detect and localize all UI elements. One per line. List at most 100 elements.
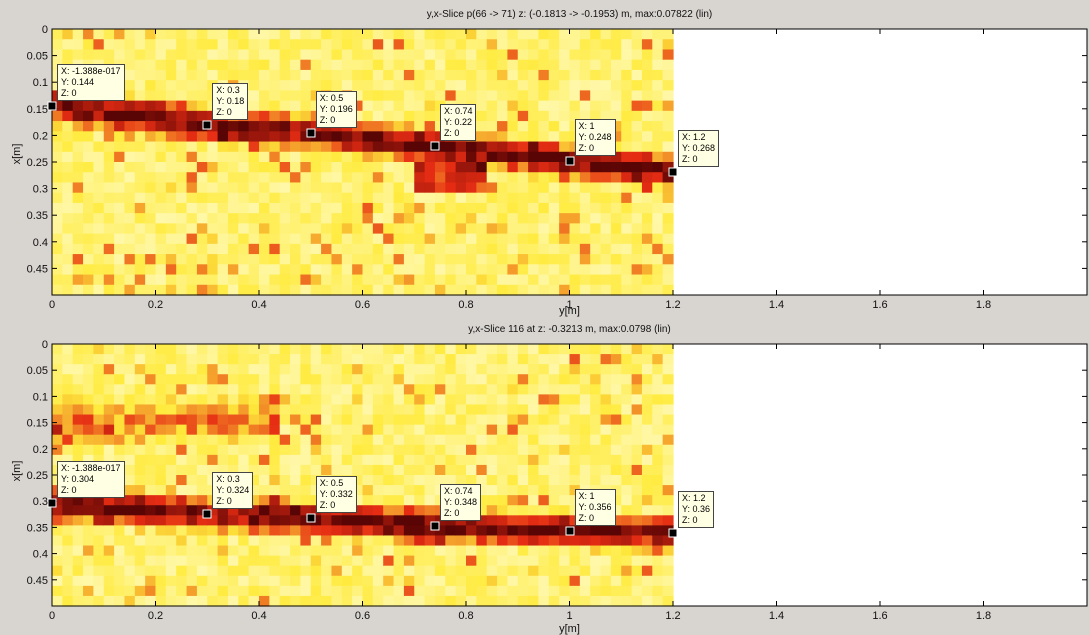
datatip-marker[interactable]	[202, 120, 212, 130]
heatmap-cell	[134, 344, 146, 355]
datatip-box[interactable]: X: 0.74 Y: 0.22 Z: 0	[439, 104, 477, 142]
heatmap-cell	[652, 182, 664, 194]
heatmap-cell	[165, 444, 177, 456]
heatmap-cell	[610, 364, 622, 375]
heatmap-cell	[610, 475, 622, 486]
heatmap-cell	[103, 575, 115, 587]
heatmap-cell	[352, 485, 364, 496]
y-tick-label: 0.3	[33, 496, 48, 508]
heatmap-cell	[259, 151, 270, 163]
heatmap-cell	[559, 162, 571, 173]
datatip-marker[interactable]	[306, 128, 316, 138]
heatmap-cell	[528, 595, 540, 607]
heatmap-cell	[310, 192, 322, 204]
heatmap-cell	[352, 121, 364, 132]
heatmap-cell	[331, 141, 343, 153]
heatmap-cell	[124, 424, 136, 436]
datatip-marker[interactable]	[668, 528, 678, 538]
heatmap-cell	[134, 284, 146, 296]
heatmap-cell	[310, 182, 322, 194]
heatmap-cell	[631, 121, 643, 132]
heatmap-cell	[341, 374, 353, 385]
heatmap-cell	[466, 39, 477, 51]
heatmap-cell	[517, 29, 529, 40]
datatip-box[interactable]: X: 0.5 Y: 0.196 Z: 0	[315, 91, 357, 129]
x-tick-label: 1.8	[976, 610, 991, 622]
datatip-box[interactable]: X: 1 Y: 0.248 Z: 0	[574, 118, 616, 156]
heatmap-cell	[517, 444, 529, 456]
heatmap-cell	[134, 555, 146, 567]
heatmap-cell	[321, 354, 333, 365]
heatmap-cell	[103, 254, 115, 265]
datatip-box[interactable]: X: 0.74 Y: 0.348 Z: 0	[439, 484, 481, 522]
heatmap-cell	[165, 384, 177, 395]
heatmap-cell	[393, 264, 405, 276]
heatmap-cell	[124, 364, 136, 375]
heatmap-cell	[176, 110, 188, 122]
datatip-box[interactable]: X: -1.388e-017 Y: 0.144 Z: 0	[57, 63, 125, 101]
datatip-box[interactable]: X: 1.2 Y: 0.36 Z: 0	[678, 490, 715, 528]
datatip-marker[interactable]	[47, 101, 57, 111]
datatip-box[interactable]: X: 1.2 Y: 0.268 Z: 0	[678, 129, 720, 167]
heatmap-cell	[528, 59, 540, 71]
heatmap-cell	[248, 464, 260, 476]
heatmap-cell	[403, 364, 415, 375]
heatmap-cell	[217, 274, 229, 286]
heatmap-cell	[352, 213, 364, 224]
heatmap-cell	[434, 374, 446, 385]
datatip-box[interactable]: X: 0.3 Y: 0.18 Z: 0	[212, 82, 249, 120]
heatmap-cell	[476, 131, 488, 143]
datatip-box[interactable]: X: 1 Y: 0.356 Z: 0	[574, 488, 616, 526]
datatip-marker[interactable]	[306, 513, 316, 523]
datatip-marker[interactable]	[565, 526, 574, 536]
datatip-marker[interactable]	[565, 156, 574, 166]
heatmap-cell	[310, 545, 322, 557]
datatip-marker[interactable]	[202, 509, 212, 519]
datatip-box[interactable]: X: 0.3 Y: 0.324 Z: 0	[212, 471, 254, 509]
heatmap-cell	[52, 110, 63, 122]
heatmap-cell	[600, 110, 612, 122]
datatip-marker[interactable]	[668, 167, 678, 177]
heatmap-cell	[414, 223, 426, 235]
heatmap-cell	[300, 233, 312, 245]
heatmap-cell	[300, 535, 312, 547]
heatmap-cell	[434, 69, 446, 81]
heatmap-cell	[476, 515, 488, 526]
heatmap-cell	[93, 131, 105, 143]
heatmap-cell	[548, 151, 560, 163]
heatmap-cell	[362, 110, 374, 122]
heatmap-cell	[507, 90, 519, 102]
datatip-marker[interactable]	[430, 141, 440, 151]
datatip-marker[interactable]	[47, 498, 57, 508]
heatmap-cell	[165, 575, 177, 587]
heatmap-cell	[124, 172, 136, 184]
heatmap-cell	[310, 141, 322, 153]
datatip-marker[interactable]	[430, 521, 440, 531]
heatmap-cell	[528, 121, 540, 132]
heatmap-cell	[145, 172, 157, 184]
heatmap-cell	[445, 555, 457, 567]
heatmap-cell	[424, 223, 436, 235]
heatmap-cell	[569, 80, 581, 91]
heatmap-cell	[248, 90, 260, 102]
heatmap-cell	[331, 172, 343, 184]
heatmap-cell	[590, 192, 602, 204]
heatmap-cell	[476, 69, 488, 81]
heatmap-cell	[341, 384, 353, 395]
heatmap-cell	[269, 131, 281, 143]
heatmap-cell	[62, 344, 74, 355]
heatmap-cell	[652, 485, 664, 496]
heatmap-cell	[497, 505, 508, 516]
datatip-box[interactable]: X: -1.388e-017 Y: 0.304 Z: 0	[57, 461, 125, 499]
heatmap-cell	[238, 575, 250, 587]
heatmap-cell	[610, 414, 622, 426]
heatmap-cell	[362, 151, 374, 163]
heatmap-cell	[248, 80, 260, 91]
datatip-box[interactable]: X: 0.5 Y: 0.332 Z: 0	[315, 475, 357, 513]
heatmap-cell	[383, 595, 395, 607]
heatmap-cells	[52, 344, 674, 607]
heatmap-cell	[310, 535, 322, 547]
heatmap-cell	[321, 233, 333, 245]
heatmap-cell	[476, 585, 488, 597]
heatmap-cell	[455, 585, 467, 597]
